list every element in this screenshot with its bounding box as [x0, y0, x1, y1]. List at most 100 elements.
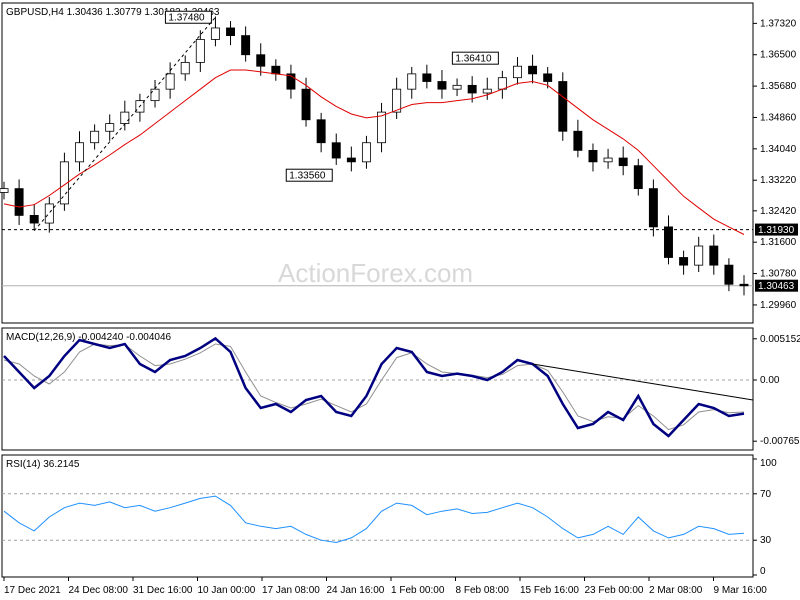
- rsi-grid: [2, 493, 753, 541]
- price-annotations: 1.37480 1.33560 1.36410: [33, 10, 499, 232]
- rsi-tick-label: 100: [760, 458, 777, 469]
- candle-body: [44, 203, 54, 224]
- candles: [0, 16, 749, 296]
- annotation-label: 1.36410: [455, 54, 492, 65]
- candle-body: [452, 84, 462, 90]
- candle-body: [694, 245, 704, 266]
- candle-body: [180, 61, 190, 75]
- annotation-label: 1.37480: [168, 13, 205, 24]
- rsi-tick-label: 0: [760, 566, 766, 577]
- candle-body: [301, 88, 311, 121]
- candle-body: [558, 81, 568, 132]
- price-title: GBPUSD,H4 1.30436 1.30779 1.30182 1.3046…: [6, 7, 220, 18]
- rsi-y-axis: 100 70 30 0: [753, 458, 777, 577]
- candle-body: [14, 188, 24, 216]
- candle-body: [437, 81, 447, 90]
- x-tick-label: 24 Dec 08:00: [69, 585, 129, 596]
- moving-average-line: [3, 69, 745, 235]
- candle-body: [346, 157, 356, 163]
- rsi-line: [3, 495, 745, 544]
- candle-body: [543, 73, 553, 82]
- macd-tick-label: -0.00765: [760, 436, 800, 447]
- price-y-axis: 1.37320 1.36500 1.35680 1.34860 1.34040 1.332…: [753, 18, 797, 311]
- x-tick-label: 24 Jan 16:00: [327, 585, 385, 596]
- x-tick-label: 23 Feb 00:00: [585, 585, 644, 596]
- annotation-box: [451, 51, 499, 65]
- x-tick-label: 1 Feb 00:00: [391, 585, 445, 596]
- rsi-tick-label: 30: [760, 535, 772, 546]
- candle-body: [120, 111, 130, 124]
- price-panel-frame: [1, 2, 754, 324]
- macd-tick-label: 0.005152: [760, 334, 800, 345]
- level-tag-label: 1.31930: [758, 225, 795, 236]
- macd-y-axis: 0.005152 0.00 -0.00765: [753, 334, 800, 447]
- macd-trendline: [532, 363, 754, 401]
- candle-body: [664, 226, 673, 258]
- candle-body: [573, 130, 583, 151]
- candle-body: [331, 142, 341, 159]
- price-tick-label: 1.34040: [760, 144, 797, 155]
- x-tick-label: 9 Mar 16:00: [714, 585, 768, 596]
- candle-body: [679, 257, 689, 266]
- level-tag-box: [755, 279, 798, 292]
- price-tick-label: 1.33220: [760, 175, 797, 186]
- level-tags: 1.31930 1.30463: [755, 223, 798, 292]
- candle-body: [90, 130, 100, 144]
- price-tick-label: 1.37320: [760, 18, 797, 29]
- candle-body: [210, 27, 220, 40]
- price-tick-label: 1.32420: [760, 206, 797, 217]
- candle-body: [226, 27, 236, 37]
- candle-body: [316, 119, 326, 144]
- annotation-box: [164, 10, 212, 24]
- level-tag-box: [755, 223, 798, 236]
- candle-body: [739, 283, 749, 287]
- price-trendline: [33, 16, 216, 232]
- price-levels: [2, 229, 753, 287]
- rsi-panel-frame: [1, 454, 754, 578]
- candle-body: [618, 157, 628, 167]
- candle-body: [588, 149, 598, 163]
- price-tick-label: 1.35680: [760, 81, 797, 92]
- watermark: ActionForex.com: [278, 258, 473, 288]
- price-tick-label: 1.34860: [760, 112, 797, 123]
- rsi-tick-label: 70: [760, 489, 772, 500]
- candle-body: [633, 165, 643, 190]
- x-tick-label: 2 Mar 08:00: [649, 585, 703, 596]
- x-tick-label: 8 Feb 08:00: [456, 585, 510, 596]
- macd-panel-frame: [1, 327, 754, 451]
- candle-body: [422, 73, 432, 82]
- annotation-box: [285, 168, 333, 182]
- candle-body: [150, 88, 160, 102]
- candle-body: [195, 39, 205, 63]
- candle-body: [361, 142, 371, 163]
- candle-body: [512, 65, 522, 79]
- x-tick-label: 31 Dec 16:00: [133, 585, 193, 596]
- candle-body: [603, 157, 613, 163]
- candle-body: [286, 73, 296, 90]
- candle-body: [467, 84, 477, 94]
- price-tick-label: 1.30780: [760, 269, 797, 280]
- macd-title: MACD(12,26,9) -0.004240 -0.004046: [6, 332, 172, 343]
- candle-body: [59, 161, 69, 205]
- x-tick-label: 10 Jan 00:00: [198, 585, 256, 596]
- x-tick-label: 17 Dec 2021: [4, 585, 61, 596]
- candle-body: [482, 88, 492, 94]
- candle-body: [377, 111, 387, 144]
- price-tick-label: 1.31600: [760, 237, 797, 248]
- candle-body: [256, 54, 266, 67]
- candle-body: [0, 188, 9, 193]
- macd-tick-label: 0.00: [760, 375, 780, 386]
- candle-body: [165, 73, 175, 90]
- candle-body: [29, 215, 39, 224]
- macd-main-line: [3, 336, 745, 438]
- candle-body: [271, 65, 281, 75]
- candle-body: [392, 88, 402, 113]
- level-tag-label: 1.30463: [758, 281, 795, 292]
- x-tick-label: 17 Jan 08:00: [262, 585, 320, 596]
- candle-body: [709, 245, 719, 266]
- candle-body: [407, 73, 417, 90]
- candle-body: [528, 65, 538, 75]
- candle-body: [105, 123, 115, 132]
- annotation-label: 1.33560: [289, 171, 326, 182]
